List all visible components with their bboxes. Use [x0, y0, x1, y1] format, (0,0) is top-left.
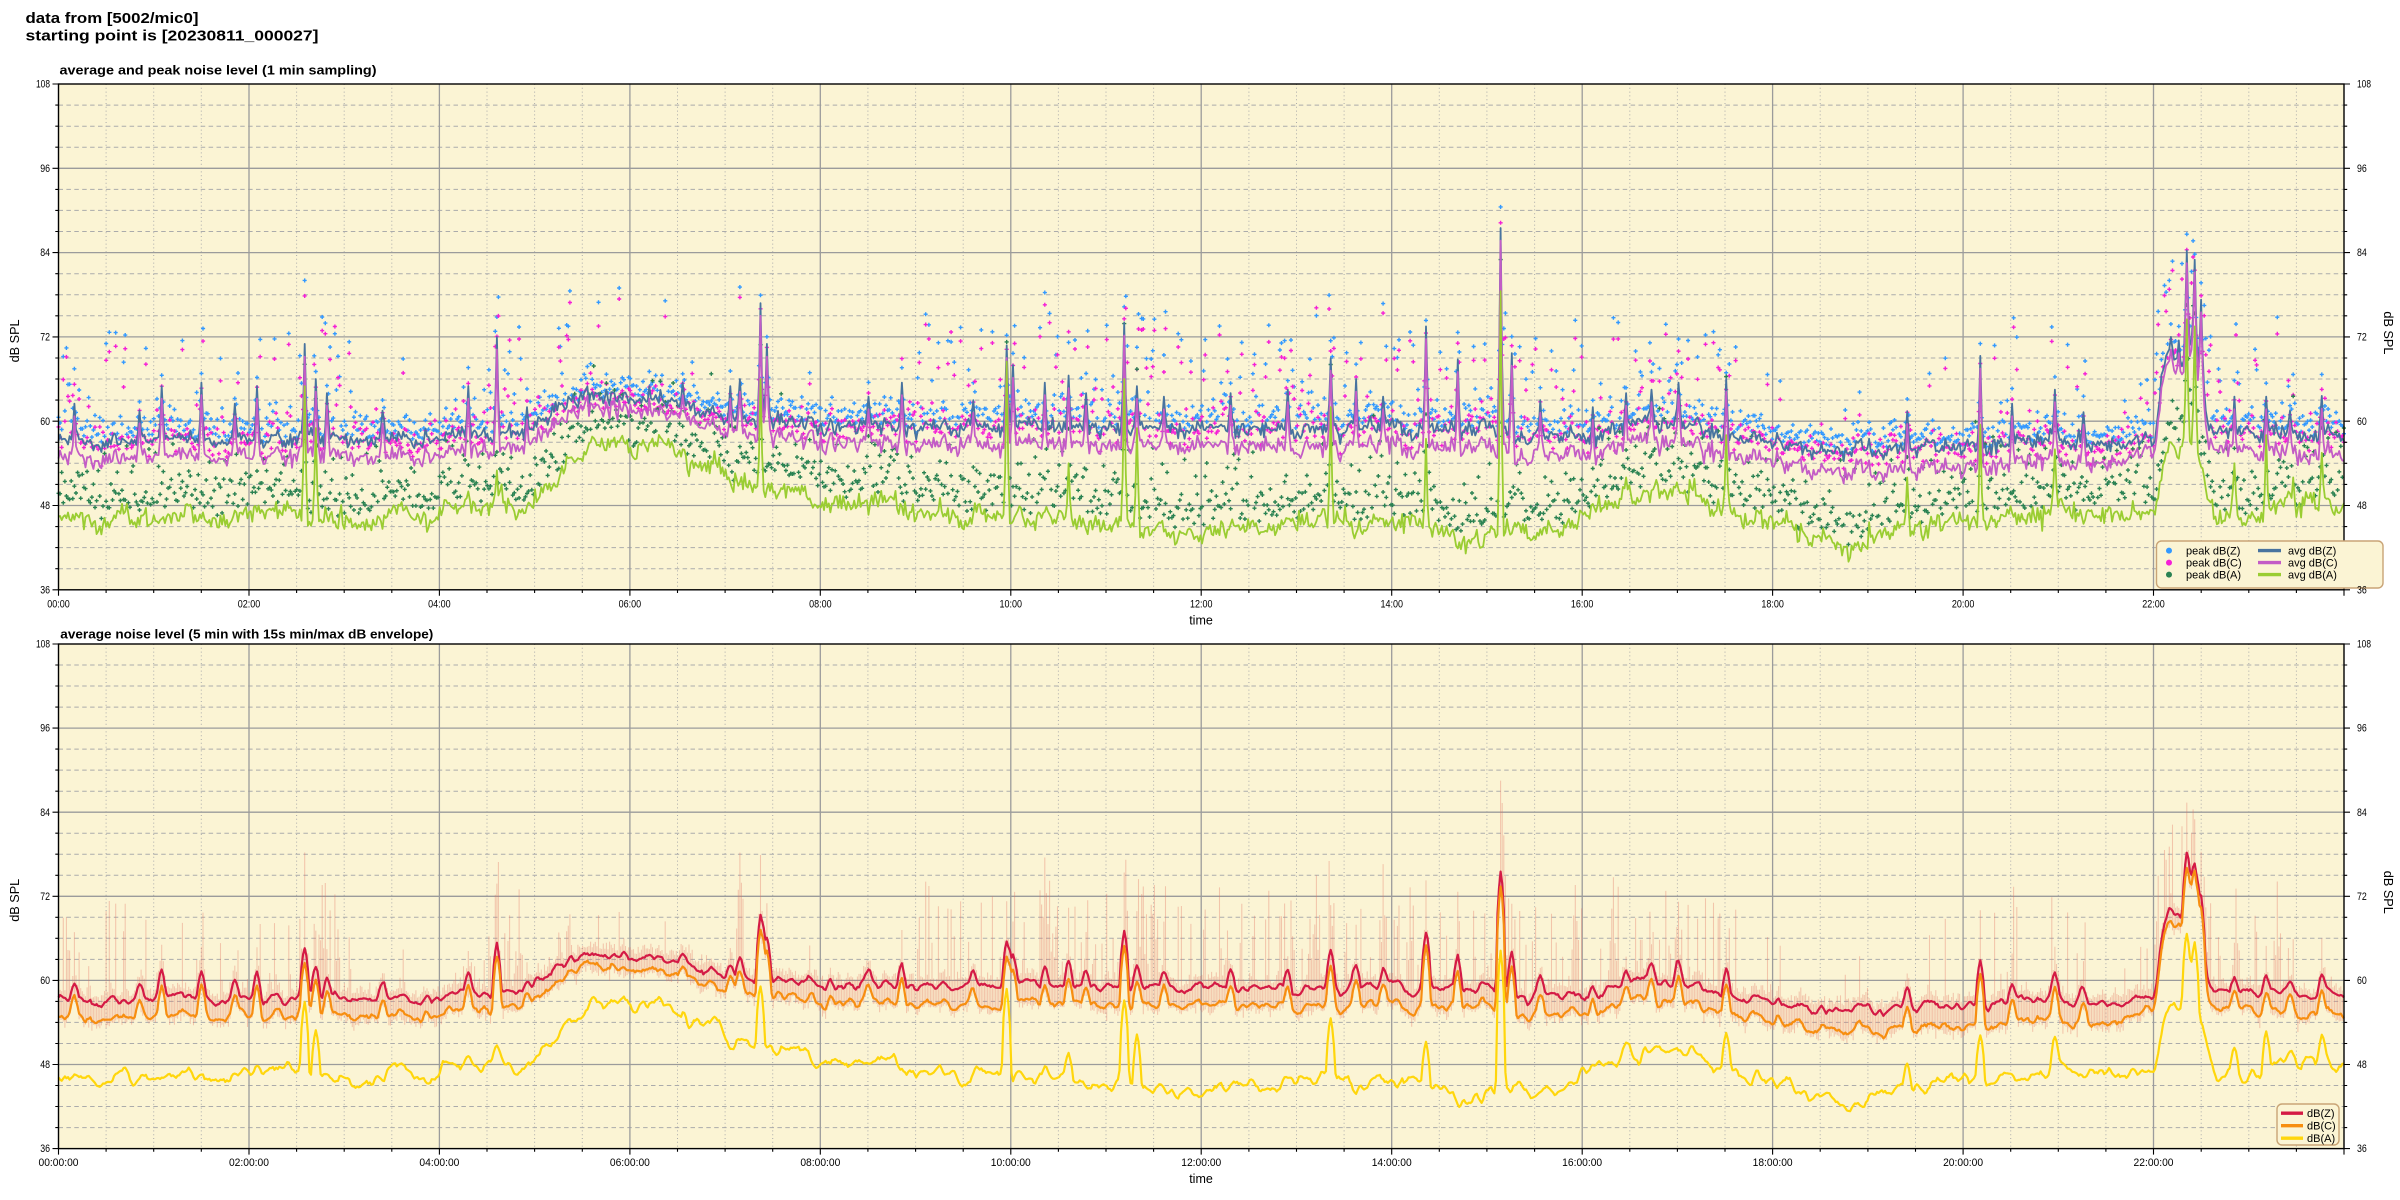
svg-text:dB(Z): dB(Z)	[2307, 1108, 2335, 1120]
svg-text:60: 60	[40, 416, 50, 428]
svg-text:16:00: 16:00	[1571, 598, 1594, 610]
svg-text:48: 48	[40, 1059, 50, 1071]
svg-text:dB SPL: dB SPL	[2381, 311, 2395, 354]
svg-text:10:00: 10:00	[1000, 598, 1023, 610]
svg-text:02:00:00: 02:00:00	[229, 1157, 269, 1169]
svg-text:06:00:00: 06:00:00	[610, 1157, 650, 1169]
svg-text:96: 96	[40, 163, 50, 175]
svg-text:72: 72	[2357, 891, 2367, 903]
svg-text:60: 60	[2357, 416, 2367, 428]
svg-text:time: time	[1189, 613, 1213, 627]
svg-text:data from [5002/mic0]: data from [5002/mic0]	[26, 10, 199, 27]
svg-text:20:00: 20:00	[1952, 598, 1975, 610]
svg-text:06:00: 06:00	[619, 598, 642, 610]
svg-text:60: 60	[40, 975, 50, 987]
svg-text:time: time	[1189, 1172, 1213, 1186]
svg-text:12:00:00: 12:00:00	[1181, 1157, 1221, 1169]
svg-text:22:00:00: 22:00:00	[2134, 1157, 2174, 1169]
svg-text:10:00:00: 10:00:00	[991, 1157, 1031, 1169]
svg-text:22:00: 22:00	[2142, 598, 2165, 610]
svg-text:12:00: 12:00	[1190, 598, 1213, 610]
svg-text:dB(C): dB(C)	[2307, 1121, 2336, 1133]
svg-text:peak dB(C): peak dB(C)	[2186, 557, 2242, 569]
svg-text:48: 48	[2357, 1059, 2367, 1071]
svg-text:108: 108	[36, 79, 50, 91]
svg-text:36: 36	[2357, 584, 2367, 596]
svg-text:72: 72	[2357, 332, 2367, 344]
svg-text:48: 48	[40, 500, 50, 512]
svg-text:average noise level (5 min wit: average noise level (5 min with 15s min/…	[60, 627, 433, 642]
svg-text:dB(A): dB(A)	[2307, 1133, 2335, 1145]
svg-text:14:00:00: 14:00:00	[1372, 1157, 1412, 1169]
svg-text:84: 84	[2357, 247, 2367, 259]
svg-text:04:00: 04:00	[428, 598, 451, 610]
svg-text:36: 36	[40, 1143, 50, 1155]
svg-text:84: 84	[40, 247, 50, 259]
svg-text:72: 72	[40, 332, 50, 344]
svg-text:dB SPL: dB SPL	[2381, 871, 2395, 914]
svg-text:peak dB(Z): peak dB(Z)	[2186, 545, 2240, 557]
svg-text:08:00:00: 08:00:00	[800, 1157, 840, 1169]
svg-text:starting point is [20230811_00: starting point is [20230811_000027]	[26, 28, 319, 45]
svg-text:36: 36	[40, 584, 50, 596]
svg-text:dB SPL: dB SPL	[8, 319, 22, 362]
svg-text:peak dB(A): peak dB(A)	[2186, 569, 2241, 581]
svg-text:20:00:00: 20:00:00	[1943, 1157, 1983, 1169]
svg-text:60: 60	[2357, 975, 2367, 987]
svg-text:avg dB(C): avg dB(C)	[2288, 557, 2338, 569]
svg-text:96: 96	[2357, 163, 2367, 175]
svg-text:96: 96	[2357, 723, 2367, 735]
svg-text:84: 84	[2357, 807, 2367, 819]
svg-text:16:00:00: 16:00:00	[1562, 1157, 1602, 1169]
svg-text:72: 72	[40, 891, 50, 903]
svg-text:dB SPL: dB SPL	[8, 879, 22, 922]
svg-text:avg dB(A): avg dB(A)	[2288, 569, 2337, 581]
svg-text:14:00: 14:00	[1380, 598, 1403, 610]
svg-text:96: 96	[40, 723, 50, 735]
svg-text:00:00:00: 00:00:00	[39, 1157, 79, 1169]
svg-text:108: 108	[36, 639, 50, 651]
svg-text:avg dB(Z): avg dB(Z)	[2288, 545, 2336, 557]
svg-text:00:00: 00:00	[47, 598, 70, 610]
svg-text:84: 84	[40, 807, 50, 819]
svg-text:48: 48	[2357, 500, 2367, 512]
svg-text:108: 108	[2357, 79, 2371, 91]
svg-text:08:00: 08:00	[809, 598, 832, 610]
svg-text:average and peak noise level (: average and peak noise level (1 min samp…	[60, 63, 377, 78]
svg-text:18:00:00: 18:00:00	[1753, 1157, 1793, 1169]
svg-text:18:00: 18:00	[1761, 598, 1784, 610]
svg-text:36: 36	[2357, 1143, 2367, 1155]
svg-text:04:00:00: 04:00:00	[419, 1157, 459, 1169]
svg-text:108: 108	[2357, 639, 2371, 651]
svg-text:02:00: 02:00	[238, 598, 261, 610]
